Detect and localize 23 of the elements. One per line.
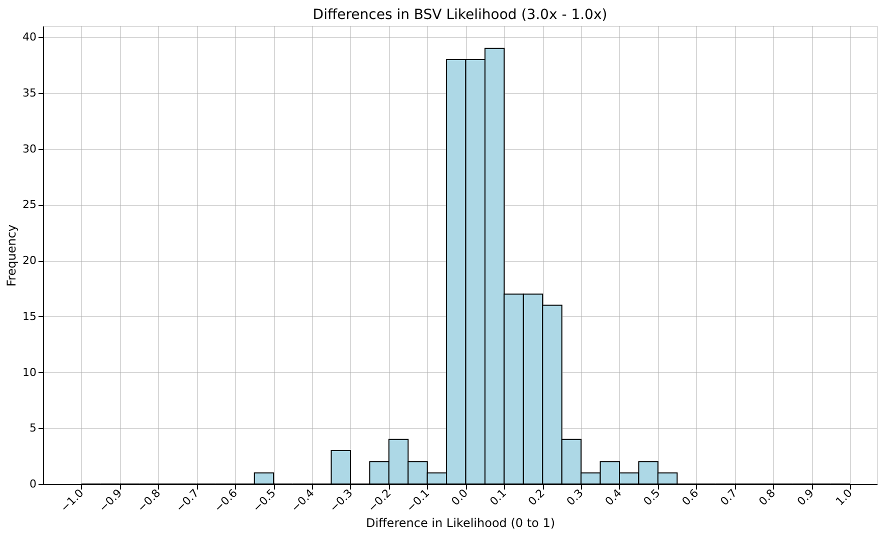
- x-tick-label: 1.0: [833, 486, 855, 508]
- x-tick-label: 0.2: [526, 486, 548, 508]
- x-tick-label: 0.1: [487, 486, 509, 508]
- x-tick-label: 0.0: [448, 486, 471, 508]
- y-tick-label: 0: [30, 478, 36, 490]
- x-tick-label: 0.8: [756, 486, 778, 508]
- y-tick-label: 25: [22, 198, 36, 212]
- y-tick-label: 20: [22, 254, 36, 268]
- x-axis-title: Difference in Likelihood (0 to 1): [366, 516, 556, 530]
- y-tick-label: 35: [22, 86, 36, 100]
- x-tick-label: 0.3: [564, 486, 586, 508]
- y-tick-label: 5: [30, 422, 36, 435]
- y-tick-label: 10: [22, 366, 36, 379]
- y-tick-label: 30: [22, 142, 36, 156]
- x-tick-label: 0.6: [680, 486, 702, 508]
- y-tick-label: 40: [22, 30, 36, 44]
- y-tick-label: 15: [22, 310, 36, 323]
- x-tick-label: 0.7: [718, 486, 740, 508]
- x-tick-label: 0.4: [602, 486, 624, 508]
- chart-title: Differences in BSV Likelihood (3.0x - 1.0x): [312, 7, 608, 23]
- x-tick-label: 0.5: [641, 486, 663, 508]
- x-tick-label: 0.9: [794, 486, 816, 508]
- y-axis-title: Frequency: [4, 224, 19, 286]
